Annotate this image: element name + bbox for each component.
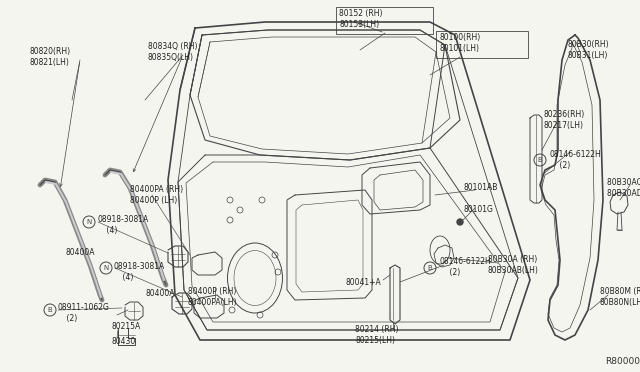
Text: 80236(RH)
80217(LH): 80236(RH) 80217(LH) [543, 110, 584, 130]
Text: 80B80M (RH)
80B80N(LH): 80B80M (RH) 80B80N(LH) [600, 287, 640, 307]
Text: N: N [104, 265, 109, 271]
Text: 08146-6122H
    (2): 08146-6122H (2) [550, 150, 602, 170]
Text: 80430: 80430 [112, 337, 136, 346]
Text: 80101G: 80101G [464, 205, 494, 214]
Text: 80215A: 80215A [112, 322, 141, 331]
Text: 80820(RH)
80821(LH): 80820(RH) 80821(LH) [30, 47, 71, 67]
Circle shape [457, 219, 463, 225]
Text: 80152 (RH)
80153(LH): 80152 (RH) 80153(LH) [339, 9, 383, 29]
Text: 80400A: 80400A [65, 248, 95, 257]
Text: 08146-6122H
    (2): 08146-6122H (2) [440, 257, 492, 277]
Text: 08918-3081A
    (4): 08918-3081A (4) [97, 215, 148, 235]
FancyBboxPatch shape [336, 7, 433, 34]
Text: B: B [47, 307, 52, 313]
Text: 80400P (RH)
80400PA(LH): 80400P (RH) 80400PA(LH) [188, 287, 237, 307]
Text: 80834Q (RH)
80835Q(LH): 80834Q (RH) 80835Q(LH) [148, 42, 198, 62]
Text: N: N [86, 219, 92, 225]
Text: 80214 (RH)
80215(LH): 80214 (RH) 80215(LH) [355, 325, 399, 345]
Text: 08918-3081A
    (4): 08918-3081A (4) [113, 262, 164, 282]
Text: 80B30A (RH)
80B30AB(LH): 80B30A (RH) 80B30AB(LH) [488, 255, 539, 275]
Text: 08911-1062G
    (2): 08911-1062G (2) [57, 303, 109, 323]
FancyBboxPatch shape [436, 31, 528, 58]
Text: B: B [428, 265, 433, 271]
Text: 80100(RH)
80101(LH): 80100(RH) 80101(LH) [439, 33, 480, 53]
Text: R8000044: R8000044 [605, 357, 640, 366]
Text: 80041+A: 80041+A [345, 278, 381, 287]
Text: 80B30(RH)
80B31(LH): 80B30(RH) 80B31(LH) [568, 40, 610, 60]
Text: 80101AB: 80101AB [464, 183, 499, 192]
Text: 80400A: 80400A [145, 289, 175, 298]
Text: 80B30AC (RH)
80B30AD (LH): 80B30AC (RH) 80B30AD (LH) [607, 178, 640, 198]
Text: 80400PA (RH)
80400P (LH): 80400PA (RH) 80400P (LH) [130, 185, 183, 205]
Text: B: B [538, 157, 542, 163]
